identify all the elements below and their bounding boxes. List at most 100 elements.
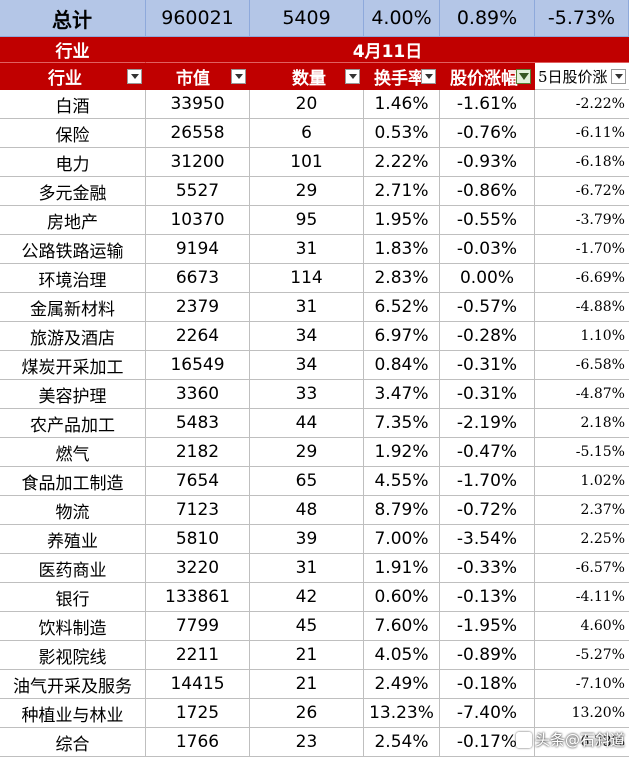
count-cell[interactable]: 33 bbox=[250, 380, 364, 409]
turnover-cell[interactable]: 2.49% bbox=[364, 670, 440, 699]
change-5d-cell[interactable]: -5.27% bbox=[535, 641, 629, 670]
market-cap-cell[interactable]: 6673 bbox=[146, 264, 250, 293]
turnover-cell[interactable]: 4.05% bbox=[364, 641, 440, 670]
market-cap-cell[interactable]: 7123 bbox=[146, 496, 250, 525]
change-5d-cell[interactable]: 1.02% bbox=[535, 467, 629, 496]
industry-cell[interactable]: 房地产 bbox=[0, 206, 146, 235]
turnover-cell[interactable]: 3.47% bbox=[364, 380, 440, 409]
turnover-cell[interactable]: 6.52% bbox=[364, 293, 440, 322]
price-change-cell[interactable]: -0.18% bbox=[440, 670, 535, 699]
change-5d-cell[interactable]: -4.87% bbox=[535, 380, 629, 409]
price-change-cell[interactable]: -0.57% bbox=[440, 293, 535, 322]
price-change-cell[interactable]: -0.33% bbox=[440, 554, 535, 583]
price-change-cell[interactable]: -0.28% bbox=[440, 322, 535, 351]
change-5d-cell[interactable]: -2.22% bbox=[535, 90, 629, 119]
turnover-cell[interactable]: 1.91% bbox=[364, 554, 440, 583]
count-cell[interactable]: 114 bbox=[250, 264, 364, 293]
industry-cell[interactable]: 燃气 bbox=[0, 438, 146, 467]
price-change-cell[interactable]: -0.89% bbox=[440, 641, 535, 670]
turnover-cell[interactable]: 0.60% bbox=[364, 583, 440, 612]
turnover-cell[interactable]: 1.95% bbox=[364, 206, 440, 235]
total-price-change[interactable]: 0.89% bbox=[440, 0, 535, 37]
count-cell[interactable]: 21 bbox=[250, 670, 364, 699]
market-cap-cell[interactable]: 9194 bbox=[146, 235, 250, 264]
price-change-cell[interactable]: -0.93% bbox=[440, 148, 535, 177]
header-count[interactable]: 数量 bbox=[250, 63, 364, 90]
turnover-cell[interactable]: 2.22% bbox=[364, 148, 440, 177]
industry-cell[interactable]: 物流 bbox=[0, 496, 146, 525]
industry-cell[interactable]: 电力 bbox=[0, 148, 146, 177]
count-cell[interactable]: 31 bbox=[250, 554, 364, 583]
change-5d-cell[interactable]: -4.11% bbox=[535, 583, 629, 612]
turnover-cell[interactable]: 1.83% bbox=[364, 235, 440, 264]
price-change-cell[interactable]: -0.76% bbox=[440, 119, 535, 148]
turnover-cell[interactable]: 0.53% bbox=[364, 119, 440, 148]
price-change-cell[interactable]: -7.40% bbox=[440, 699, 535, 728]
count-cell[interactable]: 21 bbox=[250, 641, 364, 670]
market-cap-cell[interactable]: 16549 bbox=[146, 351, 250, 380]
count-cell[interactable]: 26 bbox=[250, 699, 364, 728]
change-5d-cell[interactable]: -1.70% bbox=[535, 235, 629, 264]
turnover-cell[interactable]: 4.55% bbox=[364, 467, 440, 496]
price-change-cell[interactable]: -0.17% bbox=[440, 728, 535, 757]
change-5d-cell[interactable]: 1.10% bbox=[535, 322, 629, 351]
count-cell[interactable]: 34 bbox=[250, 351, 364, 380]
price-change-cell[interactable]: -3.54% bbox=[440, 525, 535, 554]
filter-dropdown-icon[interactable] bbox=[611, 69, 626, 84]
market-cap-cell[interactable]: 1725 bbox=[146, 699, 250, 728]
price-change-cell[interactable]: -0.13% bbox=[440, 583, 535, 612]
count-cell[interactable]: 48 bbox=[250, 496, 364, 525]
date-merged-cell[interactable]: 4月11日 bbox=[146, 37, 629, 63]
industry-cell[interactable]: 公路铁路运输 bbox=[0, 235, 146, 264]
header-market-cap[interactable]: 市值 bbox=[146, 63, 250, 90]
industry-cell[interactable]: 保险 bbox=[0, 119, 146, 148]
industry-cell[interactable]: 煤炭开采加工 bbox=[0, 351, 146, 380]
turnover-cell[interactable]: 2.83% bbox=[364, 264, 440, 293]
count-cell[interactable]: 20 bbox=[250, 90, 364, 119]
filter-dropdown-icon[interactable] bbox=[345, 69, 360, 84]
filter-dropdown-icon[interactable] bbox=[231, 69, 246, 84]
industry-cell[interactable]: 食品加工制造 bbox=[0, 467, 146, 496]
change-5d-cell[interactable]: 2.25% bbox=[535, 525, 629, 554]
price-change-cell[interactable]: -0.47% bbox=[440, 438, 535, 467]
market-cap-cell[interactable]: 7799 bbox=[146, 612, 250, 641]
date-row-industry-label[interactable]: 行业 bbox=[0, 37, 146, 63]
industry-cell[interactable]: 影视院线 bbox=[0, 641, 146, 670]
change-5d-cell[interactable]: 2.18% bbox=[535, 409, 629, 438]
total-change-5d[interactable]: -5.73% bbox=[535, 0, 629, 37]
industry-cell[interactable]: 综合 bbox=[0, 728, 146, 757]
change-5d-cell[interactable]: -7.10% bbox=[535, 670, 629, 699]
count-cell[interactable]: 29 bbox=[250, 438, 364, 467]
turnover-cell[interactable]: 1.46% bbox=[364, 90, 440, 119]
total-turnover[interactable]: 4.00% bbox=[364, 0, 440, 37]
header-industry[interactable]: 行业 bbox=[0, 63, 146, 90]
change-5d-cell[interactable]: -6.69% bbox=[535, 264, 629, 293]
change-5d-cell[interactable]: 2.37% bbox=[535, 496, 629, 525]
market-cap-cell[interactable]: 2379 bbox=[146, 293, 250, 322]
price-change-cell[interactable]: -1.70% bbox=[440, 467, 535, 496]
count-cell[interactable]: 65 bbox=[250, 467, 364, 496]
market-cap-cell[interactable]: 2264 bbox=[146, 322, 250, 351]
market-cap-cell[interactable]: 2211 bbox=[146, 641, 250, 670]
count-cell[interactable]: 23 bbox=[250, 728, 364, 757]
price-change-cell[interactable]: -1.61% bbox=[440, 90, 535, 119]
filter-dropdown-icon[interactable] bbox=[127, 69, 142, 84]
industry-cell[interactable]: 种植业与林业 bbox=[0, 699, 146, 728]
industry-cell[interactable]: 白酒 bbox=[0, 90, 146, 119]
filter-dropdown-icon[interactable] bbox=[421, 69, 436, 84]
industry-cell[interactable]: 医药商业 bbox=[0, 554, 146, 583]
count-cell[interactable]: 45 bbox=[250, 612, 364, 641]
price-change-cell[interactable]: -0.86% bbox=[440, 177, 535, 206]
industry-cell[interactable]: 油气开采及服务 bbox=[0, 670, 146, 699]
change-5d-cell[interactable]: 6.73% bbox=[535, 728, 629, 757]
market-cap-cell[interactable]: 26558 bbox=[146, 119, 250, 148]
change-5d-cell[interactable]: -4.88% bbox=[535, 293, 629, 322]
industry-cell[interactable]: 农产品加工 bbox=[0, 409, 146, 438]
change-5d-cell[interactable]: -6.18% bbox=[535, 148, 629, 177]
header-change-5d[interactable]: 5日股价涨 bbox=[535, 63, 629, 90]
market-cap-cell[interactable]: 5810 bbox=[146, 525, 250, 554]
turnover-cell[interactable]: 6.97% bbox=[364, 322, 440, 351]
count-cell[interactable]: 44 bbox=[250, 409, 364, 438]
price-change-cell[interactable]: -0.55% bbox=[440, 206, 535, 235]
market-cap-cell[interactable]: 2182 bbox=[146, 438, 250, 467]
